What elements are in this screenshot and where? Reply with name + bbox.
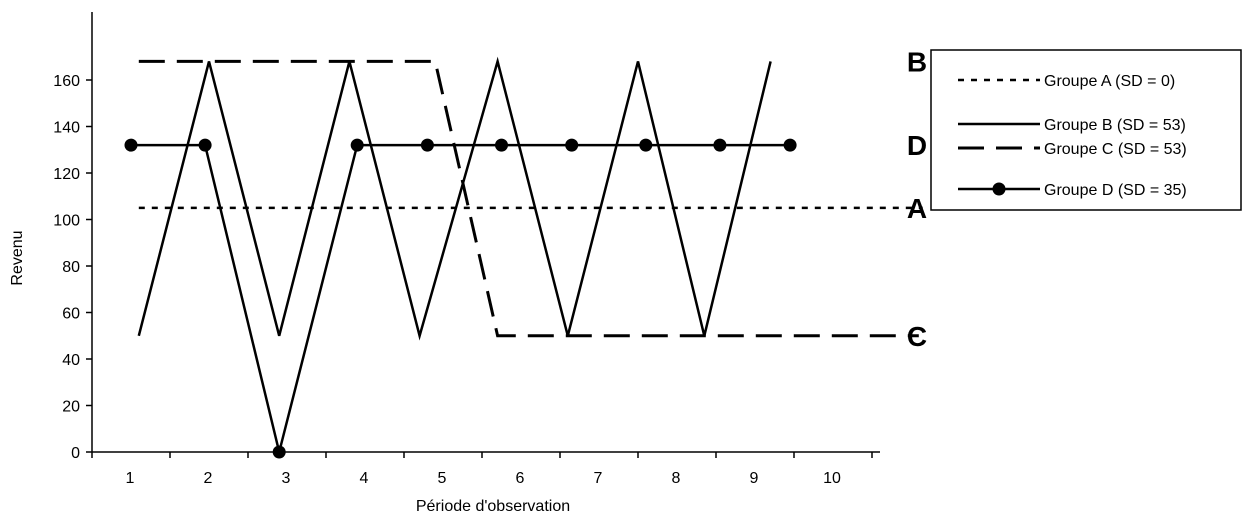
y-tick-label: 20	[62, 399, 80, 416]
series-point-d	[350, 138, 364, 152]
y-ticks: 0 20 40 60 80 100 120 140 160	[53, 73, 92, 462]
series-point-d	[783, 138, 797, 152]
x-tick-label: 4	[360, 470, 369, 487]
series-point-d	[272, 445, 286, 459]
y-tick-label: 120	[53, 166, 80, 183]
series-point-d	[565, 138, 579, 152]
x-tick-label: 3	[282, 470, 291, 487]
x-tick-label: 2	[204, 470, 213, 487]
legend-label-d: Groupe D (SD = 35)	[1044, 182, 1187, 199]
series-line-c	[138, 59, 919, 338]
y-tick-label: 0	[71, 445, 80, 462]
end-label-d: D	[907, 130, 927, 161]
x-axis-title: Période d'observation	[416, 498, 570, 515]
end-label-b: B	[907, 46, 927, 77]
x-tick-label: 7	[594, 470, 603, 487]
y-tick-label: 60	[62, 306, 80, 323]
series-group	[124, 56, 923, 459]
series-point-d	[495, 138, 508, 152]
x-tick-label: 1	[126, 470, 135, 487]
x-tick-label: 9	[750, 470, 759, 487]
y-tick-label: 80	[62, 259, 80, 276]
end-labels: A B C D	[907, 46, 927, 351]
x-ticks: 1 2 3 4 5 6 7 8 9 10	[91, 452, 873, 487]
y-tick-label: 40	[62, 352, 80, 369]
series-point-d	[639, 138, 653, 152]
x-tick-label: 6	[516, 470, 525, 487]
legend-label-a: Groupe A (SD = 0)	[1044, 73, 1175, 90]
x-tick-label: 8	[672, 470, 681, 487]
x-tick-label: 5	[438, 470, 447, 487]
legend-box	[930, 49, 1242, 211]
legend-label-c: Groupe C (SD = 53)	[1044, 141, 1187, 158]
series-point-d	[198, 138, 212, 152]
end-label-a: A	[907, 193, 927, 224]
legend-label-b: Groupe B (SD = 53)	[1044, 117, 1186, 134]
series-point-d	[713, 138, 727, 152]
series-point-d	[420, 138, 434, 152]
y-tick-label: 140	[53, 120, 80, 137]
y-tick-label: 100	[53, 213, 80, 230]
y-axis-title: Revenu	[9, 230, 26, 285]
legend: Groupe A (SD = 0) Groupe B (SD = 53) Group…	[930, 49, 1242, 211]
end-label-c: C	[907, 321, 927, 352]
legend-marker-d	[992, 182, 1006, 196]
x-tick-label: 10	[823, 470, 841, 487]
y-tick-label: 160	[53, 73, 80, 90]
series-point-d	[124, 138, 138, 152]
series-line-d	[131, 143, 791, 453]
series-line-b	[137, 56, 772, 341]
